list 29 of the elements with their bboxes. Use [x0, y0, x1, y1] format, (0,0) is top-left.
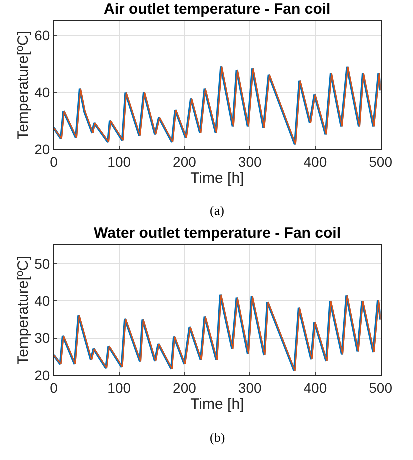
text: (b)	[210, 430, 226, 445]
y-tick-label: 50	[34, 256, 50, 272]
x-tick-label: 100	[108, 154, 132, 170]
y-tick-label: 20	[34, 141, 50, 158]
x-tick-label: 400	[304, 380, 328, 396]
x-tick-label: 0	[50, 380, 58, 396]
y-tick-label: 60	[34, 28, 50, 44]
y-axis-title: Temperature[ºC]	[14, 31, 32, 140]
y-axis-title: Temperature[ºC]	[14, 256, 32, 365]
line-series	[54, 294, 381, 372]
x-tick-label: 500	[369, 154, 393, 170]
x-tick-label: 300	[238, 380, 262, 396]
chart-title: Water outlet temperature - Fan coil	[94, 225, 341, 242]
y-tick-label: 30	[34, 330, 50, 346]
chart-title: Air outlet temperature - Fan coil	[104, 1, 331, 18]
x-tick-label: 0	[50, 154, 58, 170]
x-tick-label: 100	[108, 380, 132, 396]
y-tick-label: 40	[34, 293, 50, 310]
y-tick-label: 20	[34, 367, 50, 384]
x-axis-title: Time [h]	[190, 396, 244, 414]
x-tick-label: 200	[173, 154, 197, 170]
text: (a)	[210, 203, 224, 218]
y-tick-label: 40	[34, 84, 50, 100]
x-tick-label: 400	[304, 154, 328, 170]
x-axis-title: Time [h]	[190, 170, 244, 188]
x-tick-label: 300	[238, 154, 262, 170]
line-series	[54, 66, 381, 146]
x-tick-label: 200	[173, 380, 197, 396]
x-tick-label: 500	[369, 380, 393, 396]
